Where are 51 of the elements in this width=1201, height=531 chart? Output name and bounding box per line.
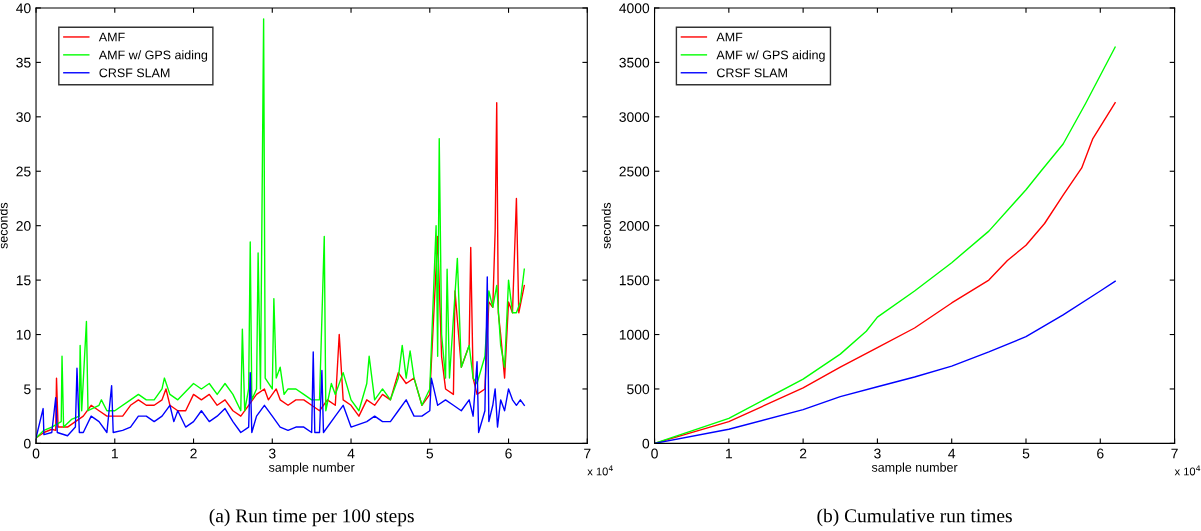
- y-tick-label: 1500: [619, 275, 650, 286]
- y-tick-label: 10: [16, 329, 31, 340]
- line-series: [36, 18, 525, 439]
- y-tick-label: 4000: [619, 3, 650, 14]
- x-tick-label: 5: [1022, 448, 1030, 459]
- text: x 10$^{4}$: [587, 465, 613, 476]
- y-tick-label: 5: [24, 384, 31, 395]
- legend-label: AMF: [98, 32, 125, 42]
- y-tick-label: 35: [16, 57, 31, 68]
- line-series: [36, 276, 525, 439]
- x-tick-label: 1: [726, 448, 733, 459]
- text: (a) Run time per 100 steps: [209, 508, 414, 527]
- y-axis-title: seconds: [601, 202, 611, 249]
- text: (b) Cumulative run times: [817, 508, 1012, 527]
- y-tick-label: 500: [627, 384, 650, 395]
- legend-label: CRSF SLAM: [717, 68, 787, 78]
- x-tick-label: 4: [948, 448, 956, 459]
- y-tick-label: 40: [16, 3, 31, 14]
- x-tick-label: 3: [874, 448, 881, 459]
- line-series: [654, 280, 1116, 444]
- y-tick-label: 20: [16, 221, 31, 231]
- y-tick-label: 2000: [619, 221, 650, 231]
- x-tick-label: 4: [347, 448, 355, 459]
- x-axis-title: sample number: [268, 462, 355, 475]
- x-tick-label: 0: [32, 448, 40, 459]
- y-tick-label: 1000: [619, 329, 650, 340]
- legend-label: AMF w/ GPS aiding: [716, 50, 825, 62]
- legend-label: CRSF SLAM: [99, 68, 170, 78]
- legend-label: AMF: [716, 32, 743, 42]
- text: x 10$^{4}$: [1174, 465, 1201, 476]
- x-tick-label: 5: [426, 448, 434, 459]
- legend-label: AMF w/ GPS aiding: [98, 50, 208, 62]
- x-tick-label: 3: [268, 448, 276, 459]
- y-tick-label: 25: [16, 166, 31, 177]
- y-tick-label: 0: [23, 438, 31, 449]
- y-tick-label: 3500: [619, 57, 650, 68]
- x-tick-label: 7: [1171, 448, 1178, 459]
- x-tick-label: 2: [190, 448, 197, 459]
- x-tick-label: 7: [584, 448, 591, 459]
- x-tick-label: 6: [505, 448, 512, 459]
- x-tick-label: 0: [651, 448, 658, 459]
- y-tick-label: 3000: [619, 112, 650, 122]
- x-tick-label: 1: [111, 448, 118, 459]
- x-tick-label: 2: [799, 448, 807, 459]
- y-tick-label: 2500: [619, 166, 650, 177]
- x-tick-label: 6: [1097, 448, 1104, 459]
- x-axis-title: sample number: [871, 462, 958, 475]
- y-tick-label: 15: [16, 275, 31, 286]
- y-tick-label: 0: [642, 438, 650, 449]
- y-tick-label: 30: [16, 112, 31, 122]
- line-series: [36, 101, 525, 439]
